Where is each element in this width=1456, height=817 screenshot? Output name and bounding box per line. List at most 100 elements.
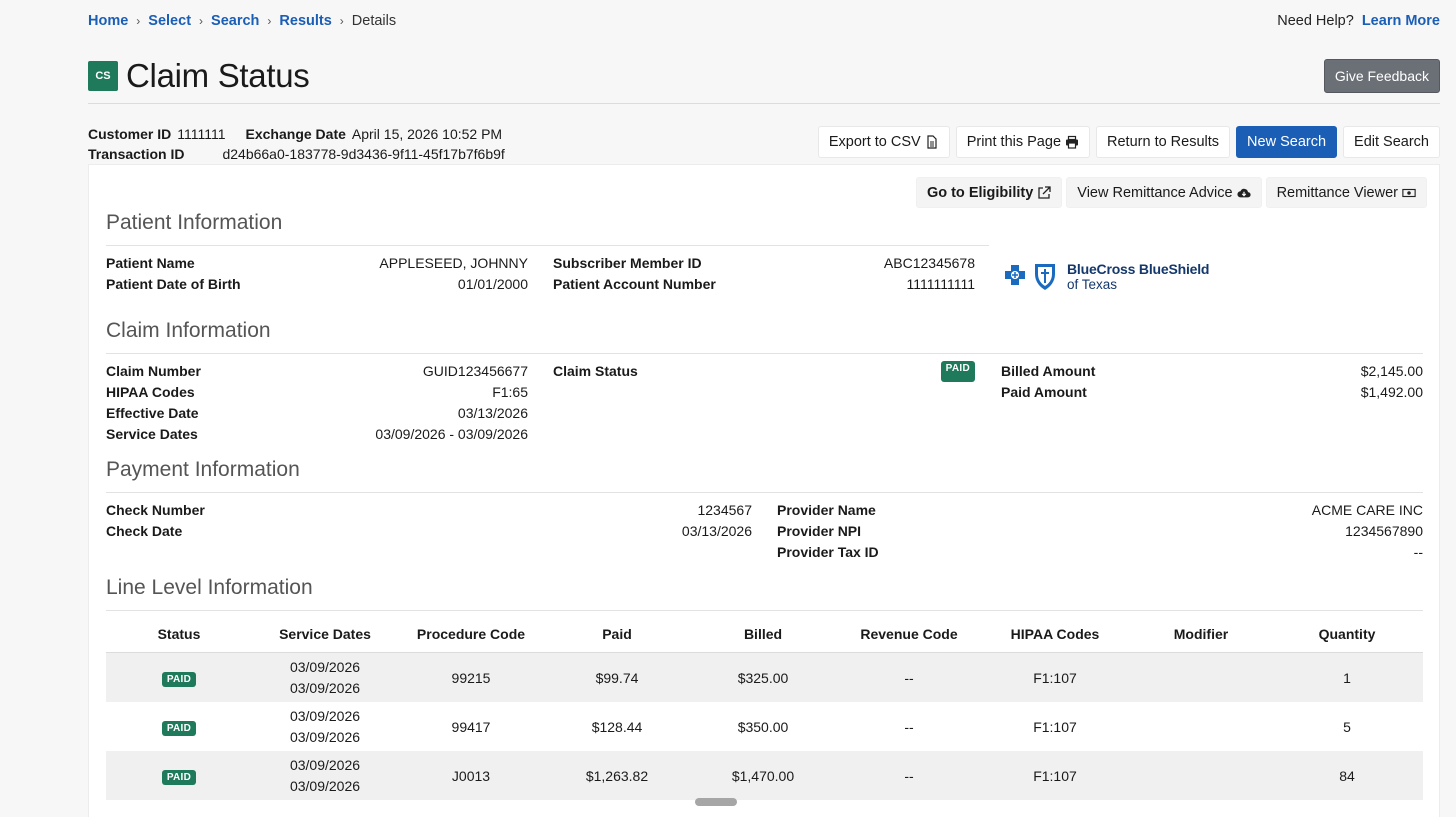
- procedure-code-cell: 99215: [398, 670, 544, 686]
- service-dates-value: 03/09/2026 - 03/09/2026: [375, 424, 528, 445]
- export-csv-label: Export to CSV: [829, 134, 921, 150]
- top-bar: Home › Select › Search › Results › Detai…: [88, 10, 1440, 32]
- line-level-title: Line Level Information: [106, 576, 313, 600]
- procedure-code-cell: 99417: [398, 719, 544, 735]
- provider-tax-id-value: --: [1414, 542, 1423, 563]
- check-date-label: Check Date: [106, 521, 182, 542]
- provider-npi-value: 1234567890: [1345, 521, 1423, 542]
- column-paid[interactable]: Paid: [544, 626, 690, 642]
- export-csv-button[interactable]: Export to CSV: [818, 126, 950, 158]
- remittance-viewer-button[interactable]: Remittance Viewer: [1266, 177, 1427, 208]
- view-remittance-advice-label: View Remittance Advice: [1077, 185, 1232, 201]
- line-level-table: Status Service Dates Procedure Code Paid…: [106, 615, 1423, 800]
- help-text: Need Help?: [1277, 13, 1354, 29]
- billed-amount-value: $2,145.00: [1361, 361, 1423, 382]
- column-billed[interactable]: Billed: [690, 626, 836, 642]
- edit-search-button[interactable]: Edit Search: [1343, 126, 1440, 158]
- service-date-to: 03/09/2026: [252, 727, 398, 748]
- patient-dob-value: 01/01/2000: [458, 274, 528, 295]
- cloud-download-icon: [1237, 186, 1251, 200]
- printer-icon: [1065, 135, 1079, 149]
- patient-dob-label: Patient Date of Birth: [106, 274, 241, 295]
- provider-name-label: Provider Name: [777, 500, 876, 521]
- chevron-right-icon: ›: [267, 14, 271, 28]
- check-number-value: 1234567: [697, 500, 752, 521]
- check-date-value: 03/13/2026: [682, 521, 752, 542]
- file-icon: [925, 135, 939, 149]
- breadcrumb-select[interactable]: Select: [148, 13, 191, 29]
- column-hipaa-codes[interactable]: HIPAA Codes: [982, 626, 1128, 642]
- service-date-to: 03/09/2026: [252, 678, 398, 699]
- status-badge: PAID: [162, 721, 196, 736]
- table-row: PAID 03/09/2026 03/09/2026 J0013 $1,263.8…: [106, 751, 1423, 800]
- patient-name-label: Patient Name: [106, 253, 195, 274]
- learn-more-link[interactable]: Learn More: [1362, 13, 1440, 29]
- view-remittance-advice-button[interactable]: View Remittance Advice: [1066, 177, 1261, 208]
- hipaa-codes-cell: F1:107: [982, 670, 1128, 686]
- subscriber-member-id-value: ABC12345678: [884, 253, 975, 274]
- help-section: Need Help? Learn More: [1277, 13, 1440, 29]
- customer-id-value: 1111111: [177, 124, 225, 144]
- give-feedback-button[interactable]: Give Feedback: [1324, 59, 1440, 93]
- table-header: Status Service Dates Procedure Code Paid…: [106, 615, 1423, 653]
- title-divider: [88, 103, 1440, 104]
- money-bill-icon: [1402, 186, 1416, 200]
- title-group: CS Claim Status: [88, 57, 309, 95]
- go-to-eligibility-button[interactable]: Go to Eligibility: [916, 177, 1062, 208]
- page-actions: Export to CSV Print this Page Return to …: [818, 126, 1440, 158]
- remittance-viewer-label: Remittance Viewer: [1277, 185, 1398, 201]
- provider-npi-label: Provider NPI: [777, 521, 861, 542]
- patient-info-left: Patient Name APPLESEED, JOHNNY Patient Da…: [106, 253, 528, 295]
- claim-hipaa-value: F1:65: [492, 382, 528, 403]
- bluecross-blueshield-logo-icon: [1001, 261, 1063, 293]
- service-date-from: 03/09/2026: [252, 706, 398, 727]
- effective-date-value: 03/13/2026: [458, 403, 528, 424]
- exchange-date-label: Exchange Date: [246, 124, 346, 144]
- column-modifier[interactable]: Modifier: [1128, 626, 1274, 642]
- subscriber-member-id-label: Subscriber Member ID: [553, 253, 702, 274]
- column-procedure-code[interactable]: Procedure Code: [398, 626, 544, 642]
- revenue-code-cell: --: [836, 768, 982, 784]
- service-date-to: 03/09/2026: [252, 776, 398, 797]
- column-status[interactable]: Status: [106, 626, 252, 642]
- patient-account-number-label: Patient Account Number: [553, 274, 716, 295]
- patient-info-divider: [106, 245, 989, 246]
- paid-cell: $128.44: [544, 719, 690, 735]
- claim-number-value: GUID123456677: [423, 361, 528, 382]
- external-link-icon: [1037, 186, 1051, 200]
- column-service-dates[interactable]: Service Dates: [252, 626, 398, 642]
- paid-cell: $1,263.82: [544, 768, 690, 784]
- patient-info-right: Subscriber Member ID ABC12345678 Patient …: [553, 253, 975, 295]
- claim-status-app-icon: CS: [88, 61, 118, 91]
- print-page-button[interactable]: Print this Page: [956, 126, 1090, 158]
- paid-cell: $99.74: [544, 670, 690, 686]
- transaction-id-label: Transaction ID: [88, 144, 184, 164]
- status-badge: PAID: [162, 770, 196, 785]
- status-badge: PAID: [941, 361, 975, 382]
- quantity-cell: 84: [1274, 768, 1420, 784]
- page-title: Claim Status: [126, 57, 309, 95]
- procedure-code-cell: J0013: [398, 768, 544, 784]
- breadcrumb-results[interactable]: Results: [279, 13, 331, 29]
- payer-logo: BlueCross BlueShield of Texas: [1001, 261, 1209, 293]
- return-to-results-button[interactable]: Return to Results: [1096, 126, 1230, 158]
- check-number-label: Check Number: [106, 500, 205, 521]
- paid-amount-label: Paid Amount: [1001, 382, 1087, 403]
- quantity-cell: 1: [1274, 670, 1420, 686]
- new-search-button[interactable]: New Search: [1236, 126, 1337, 158]
- breadcrumb-home[interactable]: Home: [88, 13, 128, 29]
- print-page-label: Print this Page: [967, 134, 1061, 150]
- claim-info-middle: Claim Status PAID: [553, 361, 975, 382]
- breadcrumb-search[interactable]: Search: [211, 13, 259, 29]
- claim-number-label: Claim Number: [106, 361, 201, 382]
- scroll-handle[interactable]: [695, 798, 737, 806]
- column-quantity[interactable]: Quantity: [1274, 626, 1420, 642]
- provider-name-value: ACME CARE INC: [1312, 500, 1423, 521]
- column-revenue-code[interactable]: Revenue Code: [836, 626, 982, 642]
- hipaa-codes-cell: F1:107: [982, 719, 1128, 735]
- transaction-meta: Customer ID 1111111 Exchange Date April …: [88, 124, 505, 164]
- chevron-right-icon: ›: [340, 14, 344, 28]
- card-actions: Go to Eligibility View Remittance Advice…: [916, 177, 1427, 208]
- go-to-eligibility-label: Go to Eligibility: [927, 185, 1033, 201]
- payment-info-divider: [106, 492, 1423, 493]
